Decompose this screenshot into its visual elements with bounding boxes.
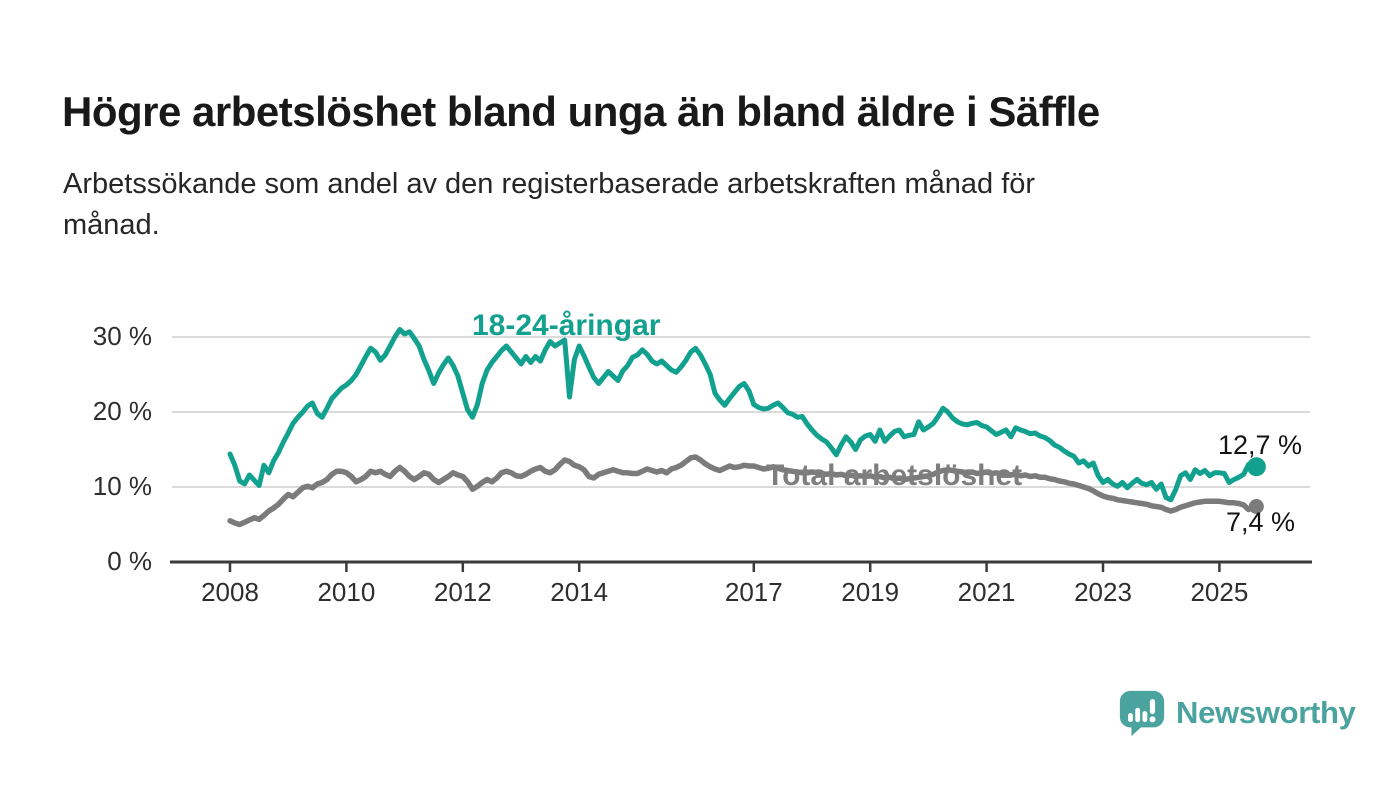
series-line-total xyxy=(227,454,1257,528)
chart-title: Högre arbetslöshet bland unga än bland ä… xyxy=(62,88,1100,136)
newsworthy-bar-chart-speech-bubble-icon xyxy=(1119,690,1165,737)
x-tick-label: 2014 xyxy=(550,577,609,607)
chart-subtitle-line2: månad. xyxy=(63,209,160,241)
x-tick-label: 2025 xyxy=(1190,577,1249,607)
newsworthy-logo-text: Newsworthy xyxy=(1176,695,1356,730)
end-value-label-18-24: 12,7 % xyxy=(1218,430,1303,460)
series-line-18-24 xyxy=(227,327,1256,503)
chart-subtitle: Arbetssökande som andel av den registerb… xyxy=(63,164,1253,246)
x-tick-label: 2008 xyxy=(201,577,259,607)
x-tick-label: 2017 xyxy=(724,577,783,607)
series-label-total: Total arbetslöshet xyxy=(766,459,1023,492)
series-end-dot-total xyxy=(1248,499,1264,514)
y-tick-label: 30 % xyxy=(92,321,152,351)
y-tick-label: 10 % xyxy=(92,471,152,501)
newsworthy-logo: Newsworthy xyxy=(1117,688,1356,738)
x-tick-label: 2021 xyxy=(957,577,1016,607)
series-end-dot-18-24 xyxy=(1246,457,1266,477)
x-tick-label: 2012 xyxy=(433,577,492,607)
series-label-18-24: 18-24-åringar xyxy=(472,309,661,342)
y-tick-label: 0 % xyxy=(107,546,152,576)
x-tick-label: 2019 xyxy=(841,577,900,607)
x-tick-label: 2010 xyxy=(317,577,376,607)
chart-subtitle-line1: Arbetssökande som andel av den registerb… xyxy=(63,168,1036,200)
y-tick-label: 20 % xyxy=(92,396,152,426)
end-value-label-total: 7,4 % xyxy=(1226,507,1296,537)
x-tick-label: 2023 xyxy=(1074,577,1132,607)
